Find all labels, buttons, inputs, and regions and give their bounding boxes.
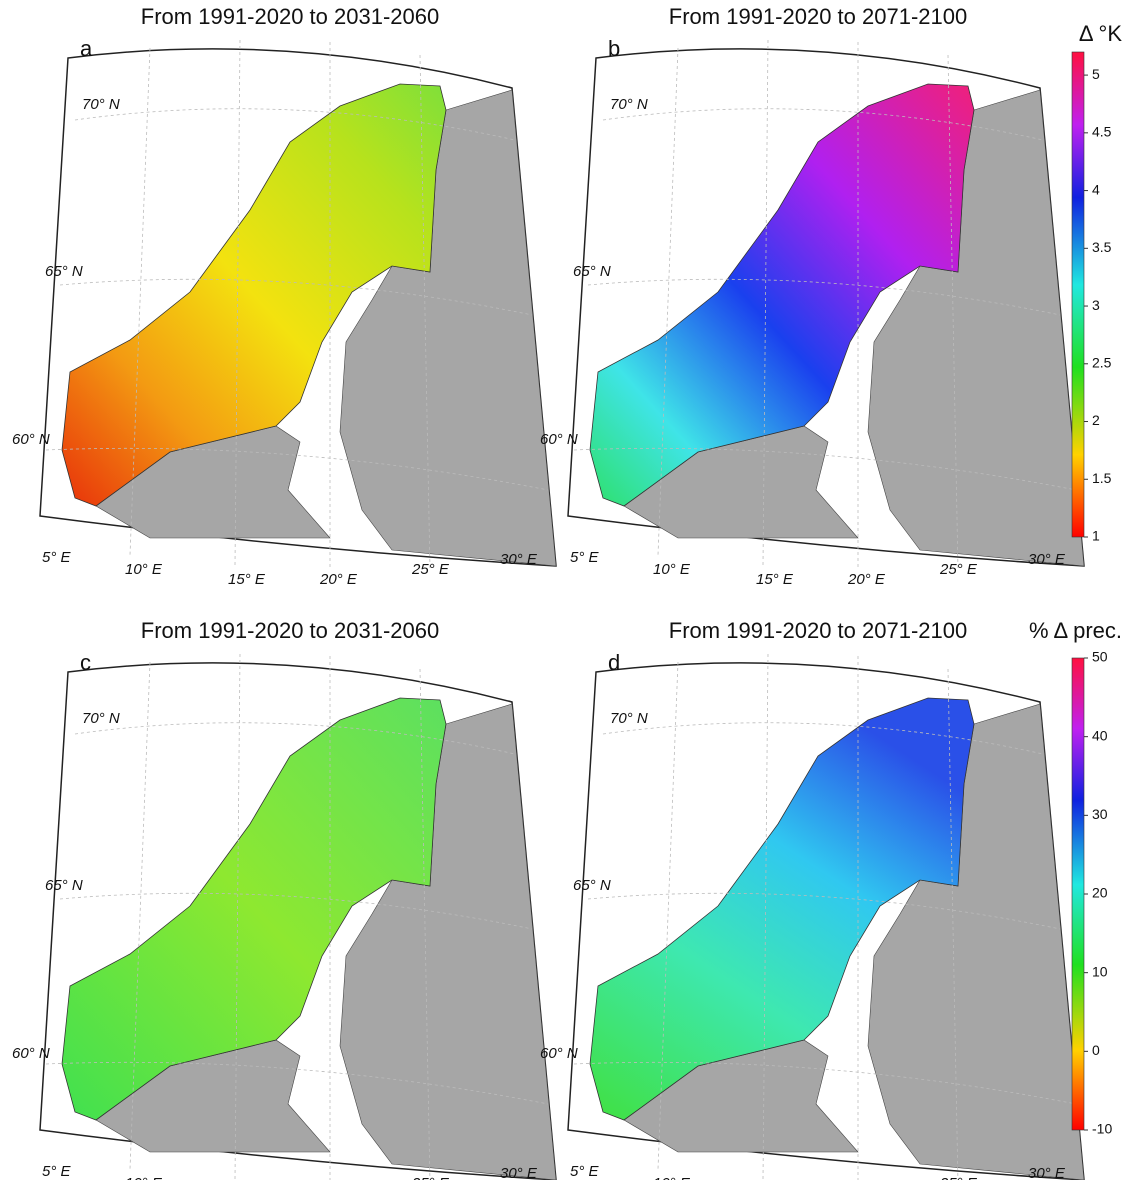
map-panel: a 70° N 65° N 60° N 5° E 10° E 15° E 20° E 25° E…: [12, 36, 556, 588]
lon-label: 25° E: [411, 1175, 450, 1180]
colorbar-tick-label: 2: [1092, 412, 1100, 428]
colorbar-tick-label: 5: [1092, 66, 1100, 82]
lon-label: 30° E: [500, 1165, 538, 1180]
colorbar: [1072, 658, 1084, 1130]
lon-label: 20° E: [319, 571, 358, 588]
panel-title: From 1991-2020 to 2031-2060: [141, 618, 439, 643]
colorbar-tick-label: -10: [1092, 1121, 1112, 1137]
colorbar: [1072, 52, 1084, 537]
lat-label: 65° N: [45, 877, 83, 894]
colorbar-tick-label: 3: [1092, 297, 1100, 313]
lon-label: 10° E: [125, 1175, 163, 1180]
lon-label: 15° E: [756, 571, 794, 588]
colorbar-tick-label: 3.5: [1092, 239, 1112, 255]
colorbar-tick-label: 30: [1092, 806, 1108, 822]
map-panel: d70° N65° N60° N5° E10° E15° E20° E25° E…: [540, 650, 1084, 1180]
panel-letter: b: [608, 36, 620, 61]
lon-label: 5° E: [42, 1163, 72, 1180]
lat-label: 65° N: [45, 263, 83, 280]
lon-label: 10° E: [653, 1175, 691, 1180]
colorbar-tick-label: 40: [1092, 727, 1108, 743]
lon-label: 15° E: [228, 571, 266, 588]
panel-letter: c: [80, 650, 91, 675]
lon-label: 10° E: [653, 561, 691, 578]
lat-label: 65° N: [573, 877, 611, 894]
lat-label: 65° N: [573, 263, 611, 280]
colorbar-tick-label: 1.5: [1092, 470, 1112, 486]
panel-title: From 1991-2020 to 2071-2100: [669, 618, 967, 643]
colorbar-tick-label: 4: [1092, 181, 1100, 197]
lon-label: 25° E: [411, 561, 450, 578]
colorbar-tick-label: 20: [1092, 885, 1108, 901]
map-panel: b 70° N 65° N 60° N 5° E 10° E 15° E 20° E 25° E…: [540, 36, 1084, 588]
lon-label: 20° E: [847, 571, 886, 588]
lon-label: 30° E: [1028, 1165, 1066, 1180]
panel-letter: a: [80, 36, 93, 61]
lon-label: 30° E: [1028, 551, 1066, 568]
lat-label: 60° N: [540, 431, 578, 448]
lon-label: 25° E: [939, 561, 978, 578]
lon-label: 5° E: [570, 1163, 600, 1180]
lon-label: 5° E: [42, 549, 72, 566]
lon-label: 5° E: [570, 549, 600, 566]
panel-title: From 1991-2020 to 2031-2060: [141, 4, 439, 29]
lon-label: 30° E: [500, 551, 538, 568]
figure: From 1991-2020 to 2031-2060 a 70° N 65° N 60…: [0, 0, 1134, 1180]
lat-label: 70° N: [610, 96, 648, 113]
lat-label: 70° N: [82, 710, 120, 727]
colorbar-tick-label: 50: [1092, 649, 1108, 665]
colorbar-tick-label: 10: [1092, 963, 1108, 979]
map-panel: c70° N65° N60° N5° E10° E15° E20° E25° E…: [12, 650, 556, 1180]
lat-label: 60° N: [12, 1045, 50, 1062]
lat-label: 60° N: [12, 431, 50, 448]
colorbar-title: Δ °K: [1079, 21, 1122, 46]
colorbar-tick-label: 0: [1092, 1042, 1100, 1058]
lon-label: 10° E: [125, 561, 163, 578]
lat-label: 70° N: [610, 710, 648, 727]
lat-label: 60° N: [540, 1045, 578, 1062]
panel-title: From 1991-2020 to 2071-2100: [669, 4, 967, 29]
lon-label: 25° E: [939, 1175, 978, 1180]
colorbar-tick-label: 4.5: [1092, 124, 1112, 140]
lat-label: 70° N: [82, 96, 120, 113]
colorbar-tick-label: 1: [1092, 528, 1100, 544]
colorbar-tick-label: 2.5: [1092, 354, 1112, 370]
colorbar-title: % Δ prec.: [1029, 618, 1122, 643]
panel-letter: d: [608, 650, 620, 675]
